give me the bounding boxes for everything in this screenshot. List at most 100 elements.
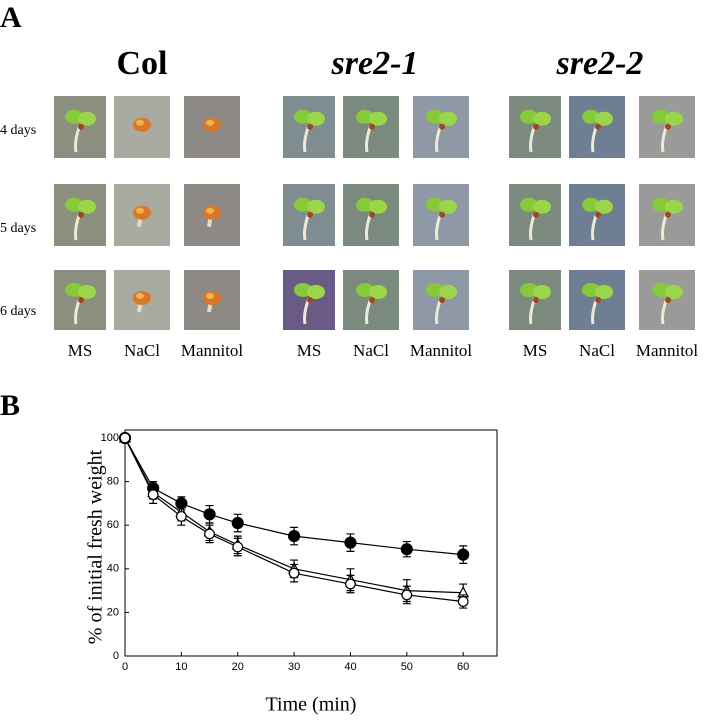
y-tick-label: 60 (107, 519, 119, 531)
y-axis-label: % of initial fresh weight (85, 449, 107, 644)
marker (203, 508, 216, 521)
marker (287, 529, 301, 543)
seed-coat (78, 211, 84, 218)
seed-highlight (206, 207, 214, 214)
seed-coat (595, 297, 601, 303)
seedling-photo (639, 184, 695, 246)
seed-coat (665, 297, 671, 303)
seedling-photo (413, 184, 469, 246)
seedling-photo (569, 96, 625, 158)
seed-coat (533, 211, 539, 218)
cotyledon (78, 111, 96, 126)
y-tick-label: 80 (107, 476, 119, 488)
seed-highlight (136, 119, 144, 126)
cotyledon (595, 285, 613, 299)
row-label: 5 days (0, 221, 36, 236)
marker (344, 536, 357, 549)
y-tick-label: 0 (113, 650, 119, 662)
marker (231, 516, 244, 530)
panel-label: B (0, 389, 20, 422)
seedling-photo (184, 270, 240, 330)
cotyledon (533, 199, 551, 214)
seed-coat (307, 297, 313, 303)
x-tick-label: 0 (122, 661, 128, 673)
plot-frame (124, 429, 498, 657)
seed-coat (595, 123, 601, 130)
marker (401, 589, 413, 601)
x-axis-label: Time (min) (266, 694, 357, 716)
seedling-photo (184, 96, 240, 158)
x-tick-label: 30 (288, 661, 300, 673)
seedling-photo (114, 184, 170, 246)
cotyledon (595, 199, 613, 214)
seedling-photo (343, 270, 399, 330)
x-tick-label: 50 (401, 661, 413, 673)
cotyledon (307, 199, 325, 214)
seed-coat (439, 211, 445, 218)
seed-coat (369, 297, 375, 303)
seed-highlight (136, 207, 144, 214)
x-tick-label: 20 (232, 661, 244, 673)
seed-coat (533, 123, 539, 130)
seedling-photo (509, 96, 561, 158)
column-label: Mannitol (636, 341, 699, 360)
seedling-photo (639, 270, 695, 330)
cotyledon (439, 285, 457, 299)
x-tick-label: 40 (344, 661, 356, 673)
column-label: NaCl (579, 341, 615, 360)
cotyledon (665, 285, 683, 299)
cotyledon (533, 285, 551, 299)
seedling-photo (114, 270, 170, 330)
marker (232, 541, 244, 553)
seed-coat (665, 123, 671, 130)
seed-highlight (206, 119, 214, 126)
marker (204, 528, 215, 540)
seed-coat (369, 211, 375, 218)
marker (288, 567, 300, 579)
column-label: NaCl (353, 341, 389, 360)
marker (119, 432, 131, 444)
cotyledon (78, 199, 96, 214)
cotyledon (369, 199, 387, 214)
seedling-photo (283, 96, 335, 158)
cotyledon (665, 199, 683, 214)
seedling-photo (569, 184, 625, 246)
seedling-photo (54, 270, 106, 330)
marker (175, 511, 187, 522)
marker (400, 543, 413, 556)
seed-coat (439, 297, 445, 303)
seed-coat (665, 211, 671, 218)
genotype-label: sre2-1 (331, 45, 419, 82)
cotyledon (665, 111, 683, 126)
cotyledon (533, 111, 551, 126)
column-label: Mannitol (410, 341, 473, 360)
seed-highlight (206, 293, 214, 299)
x-tick-label: 60 (457, 661, 469, 673)
marker (345, 578, 356, 590)
seedling-photo (114, 96, 170, 158)
seedling-photo (413, 96, 469, 158)
seedling-photo (343, 184, 399, 246)
seedling-photo (54, 96, 106, 158)
seed-highlight (136, 293, 144, 299)
seed-coat (307, 123, 313, 130)
marker (457, 548, 470, 561)
column-label: MS (523, 341, 548, 360)
cotyledon (307, 285, 325, 299)
cotyledon (369, 111, 387, 126)
column-label: MS (68, 341, 93, 360)
seedling-photo (569, 270, 625, 330)
x-tick-label: 10 (175, 661, 187, 673)
genotype-label: sre2-2 (556, 45, 644, 82)
column-label: Mannitol (181, 341, 244, 360)
seed-coat (533, 297, 539, 303)
cotyledon (369, 285, 387, 299)
marker (147, 489, 159, 501)
cotyledon (439, 199, 457, 214)
column-label: MS (297, 341, 322, 360)
seedling-photo (283, 184, 335, 246)
cotyledon (78, 285, 96, 299)
cotyledon (595, 111, 613, 126)
y-tick-label: 40 (107, 563, 119, 575)
